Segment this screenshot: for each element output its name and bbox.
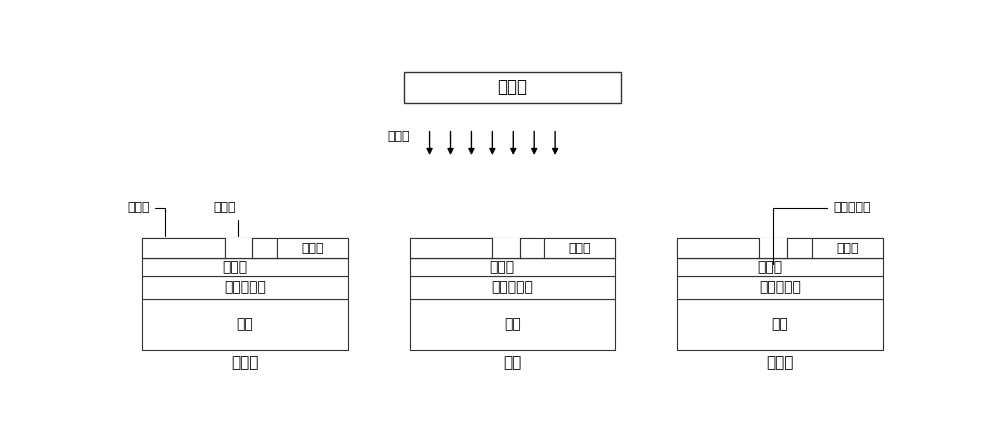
Bar [142, 276, 348, 299]
Text: 掩膜板: 掩膜板 [836, 242, 858, 255]
Text: 掩膜板: 掩膜板 [569, 242, 591, 255]
Text: 曝光后: 曝光后 [766, 355, 794, 370]
Text: 透光区: 透光区 [213, 201, 238, 235]
Text: 光刻机: 光刻机 [498, 78, 528, 96]
Text: 硅片: 硅片 [504, 317, 521, 331]
Text: 掩膜板: 掩膜板 [301, 242, 324, 255]
Text: 变质光刻胶: 变质光刻胶 [773, 201, 871, 264]
Bar [225, 238, 252, 257]
Bar [492, 238, 520, 257]
Bar [252, 238, 277, 258]
Text: 光刻胶: 光刻胶 [757, 260, 782, 274]
Bar [142, 238, 348, 258]
Bar [410, 258, 615, 276]
Text: 遮光区: 遮光区 [127, 201, 165, 235]
Text: 光刻胶: 光刻胶 [490, 260, 515, 274]
Bar [410, 299, 615, 349]
Bar [787, 238, 812, 258]
Bar [410, 276, 615, 299]
Bar [677, 238, 883, 258]
Text: 硅片: 硅片 [237, 317, 254, 331]
Bar [410, 238, 615, 258]
Text: 光刻胶: 光刻胶 [222, 260, 247, 274]
Bar [812, 238, 883, 258]
Bar [410, 238, 492, 258]
Text: 紫外线: 紫外线 [388, 130, 410, 143]
Text: 金属薄膜层: 金属薄膜层 [224, 281, 266, 295]
Bar [677, 276, 883, 299]
Bar [520, 238, 544, 258]
Text: 金属薄膜层: 金属薄膜层 [492, 281, 533, 295]
Bar [142, 258, 348, 276]
Bar [677, 238, 759, 258]
Text: 硅片: 硅片 [772, 317, 788, 331]
Bar [142, 299, 348, 349]
Bar [277, 238, 348, 258]
Bar [759, 238, 787, 257]
Text: 曝光: 曝光 [503, 355, 522, 370]
Text: 曝光前: 曝光前 [231, 355, 259, 370]
Bar [677, 299, 883, 349]
Bar [142, 238, 225, 258]
Bar [404, 72, 621, 103]
Text: 金属薄膜层: 金属薄膜层 [759, 281, 801, 295]
Bar [677, 258, 883, 276]
Bar [544, 238, 615, 258]
